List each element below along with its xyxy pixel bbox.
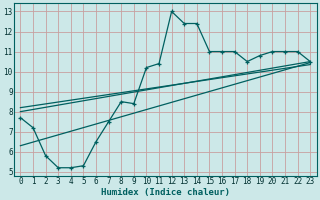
X-axis label: Humidex (Indice chaleur): Humidex (Indice chaleur)	[101, 188, 230, 197]
